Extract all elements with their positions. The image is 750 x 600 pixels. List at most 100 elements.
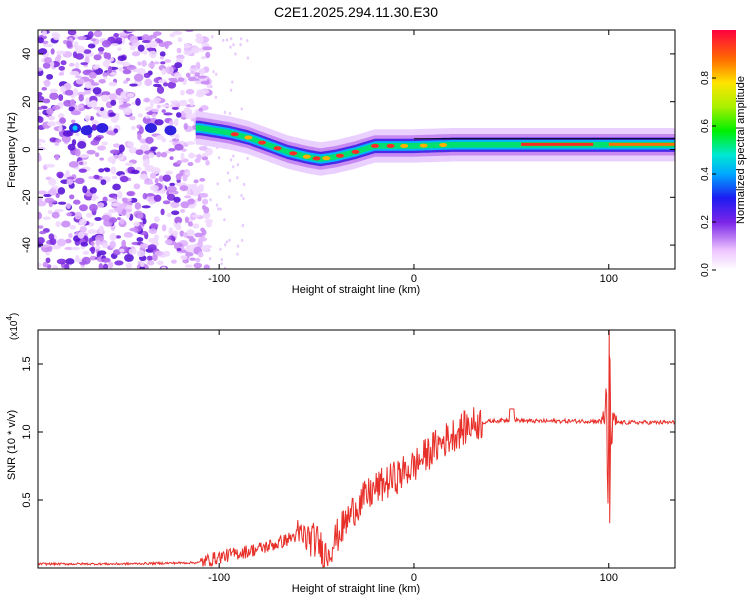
spectrogram-noise-blob bbox=[162, 200, 171, 205]
spectrogram-noise-blob bbox=[174, 62, 183, 69]
colorbar: 0.0 0.2 0.4 0.6 0.8 Normalized spectral ampl… bbox=[700, 30, 747, 277]
spectrogram-noise-blob bbox=[80, 241, 89, 247]
spectrogram-noise-blob bbox=[62, 130, 73, 137]
spectrogram-hotspot bbox=[335, 153, 344, 158]
spectrogram-noise-blob bbox=[49, 88, 58, 93]
spectrogram-noise-blob bbox=[179, 230, 185, 237]
spectrogram-noise-blob bbox=[77, 231, 85, 239]
spectrogram-noise-blob bbox=[176, 160, 182, 165]
spectrogram-noise-blob bbox=[129, 45, 136, 51]
spectrogram-noise-blob bbox=[57, 113, 65, 119]
spectrogram-noise-blob bbox=[38, 106, 44, 111]
colorbar-tick-label: 0.2 bbox=[700, 215, 711, 229]
spectrogram-noise-blob bbox=[135, 149, 144, 156]
spectrogram-noise-blob bbox=[112, 249, 121, 256]
spectrogram-noise-blob bbox=[93, 106, 101, 110]
spectrogram-noise-blob bbox=[153, 234, 159, 242]
spectrogram-noise-blob bbox=[43, 193, 52, 198]
spectrogram-noise-blob bbox=[198, 68, 206, 75]
spectrogram-noise-blob bbox=[130, 197, 138, 203]
spectrogram-noise-blob bbox=[165, 66, 174, 75]
spectrogram-noise-blob bbox=[97, 250, 107, 256]
spectrogram-noise-blob bbox=[51, 105, 61, 111]
spectrogram-noise-blob bbox=[56, 238, 67, 247]
spectrogram-noise-blob bbox=[118, 67, 123, 72]
spectrogram-noise-blob bbox=[158, 79, 168, 84]
spectrogram-noise-blob bbox=[101, 91, 111, 96]
spectrogram-noise-blob bbox=[154, 119, 164, 126]
spectrogram-hotspot bbox=[439, 143, 448, 148]
snr-xtick-label: 100 bbox=[600, 572, 618, 584]
spectrogram-noise-blob bbox=[47, 121, 56, 127]
spectrogram-strong-core bbox=[608, 142, 675, 146]
spectrogram-noise-blob bbox=[205, 221, 212, 228]
spectrogram-hotspot bbox=[419, 143, 428, 148]
spectrogram-noise-blob bbox=[38, 37, 44, 44]
spectrogram-noise-blob bbox=[42, 62, 51, 69]
spectrogram-noise-blob bbox=[168, 148, 176, 152]
spectrogram-noise-blob bbox=[141, 60, 147, 67]
spectrogram-noise-blob bbox=[38, 67, 43, 72]
spectrogram-noise-blob bbox=[88, 71, 97, 79]
spectrogram-noise-blob bbox=[90, 140, 100, 146]
spectrogram-speck bbox=[229, 158, 233, 162]
spectrogram-noise-blob bbox=[124, 162, 134, 166]
spectrogram-noise-blob bbox=[38, 138, 43, 143]
spectrogram-noise-blob bbox=[195, 36, 204, 44]
spectrogram-noise-blob bbox=[69, 99, 76, 107]
spectrogram-noise-blob bbox=[59, 117, 67, 124]
spectrogram-noise-blob bbox=[38, 211, 43, 220]
spectrogram-noise-blob bbox=[118, 153, 125, 161]
spectrogram-noise-blob bbox=[79, 226, 87, 233]
spectrogram-noise-blob bbox=[187, 162, 194, 167]
spectrogram-noise-blob bbox=[170, 201, 180, 209]
spectrogram-noise-blob bbox=[152, 97, 162, 103]
colorbar-ticks: 0.0 0.2 0.4 0.6 0.8 bbox=[700, 71, 716, 277]
spectrogram-noise-blob bbox=[133, 183, 141, 190]
spectrogram-noise-blob bbox=[205, 51, 211, 59]
spectrogram-noise-blob bbox=[149, 40, 158, 49]
spectrogram-noise-blob bbox=[122, 107, 133, 116]
spectrogram-noise-blob bbox=[72, 199, 81, 205]
spectrogram-noise-blob bbox=[165, 170, 173, 175]
spectrogram-noise-blob bbox=[119, 175, 129, 183]
spectrogram-hotspot bbox=[244, 135, 253, 140]
spectrogram-noise-blob bbox=[115, 112, 120, 121]
spectrogram-speck bbox=[215, 203, 219, 207]
spectrogram-hotspot bbox=[258, 140, 267, 145]
spectrogram-noise-blob bbox=[117, 47, 122, 52]
spectrogram-noise-blob bbox=[184, 30, 194, 33]
spectrogram-y-label: Frequency (Hz) bbox=[6, 112, 18, 188]
snr-y-label: SNR (10 * v/v) bbox=[6, 410, 18, 480]
spectrogram-noise-blob bbox=[197, 196, 202, 202]
spectrogram-noise-blob bbox=[108, 112, 116, 117]
spectrogram-noise-blob bbox=[185, 72, 191, 78]
spectrogram-speck bbox=[239, 43, 242, 47]
spectrogram-noise-blob bbox=[45, 163, 56, 168]
spectrogram-noise-blob bbox=[175, 133, 180, 140]
spectrogram-speck bbox=[219, 207, 222, 211]
spectrogram-noise-blob bbox=[131, 125, 136, 131]
spectrogram-noise-blob bbox=[160, 61, 166, 65]
spectrogram-noise-blob bbox=[171, 210, 180, 216]
spectrogram-noise-blob bbox=[180, 208, 186, 213]
spectrogram-noise-blob bbox=[125, 77, 131, 82]
spectrogram-noise-blob bbox=[162, 82, 169, 87]
spectrogram-noise-blob bbox=[149, 172, 157, 179]
spectrogram-noise-blob bbox=[38, 196, 43, 203]
spectrogram-noise-blob bbox=[202, 211, 211, 220]
spectrogram-noise-blob bbox=[174, 143, 184, 151]
spectrogram-noise-blob bbox=[87, 43, 96, 49]
spectrogram-noise-blob bbox=[175, 173, 182, 181]
spectrogram-noise-blob bbox=[74, 132, 80, 137]
spectrogram-noise-blob bbox=[56, 50, 66, 55]
spectrogram-noise-blob bbox=[129, 83, 138, 87]
spectrogram-axes: -100 0 100 -40 -20 0 20 40 bbox=[21, 30, 675, 285]
spectrogram-speck bbox=[232, 154, 235, 158]
colorbar-tick-label: 0.6 bbox=[700, 119, 711, 133]
spectrogram-low-cluster bbox=[80, 125, 93, 136]
spectrogram-noise-blob bbox=[109, 240, 116, 249]
spectrogram-noise-blob bbox=[94, 152, 100, 158]
spectrogram-noise-blob bbox=[40, 244, 50, 248]
